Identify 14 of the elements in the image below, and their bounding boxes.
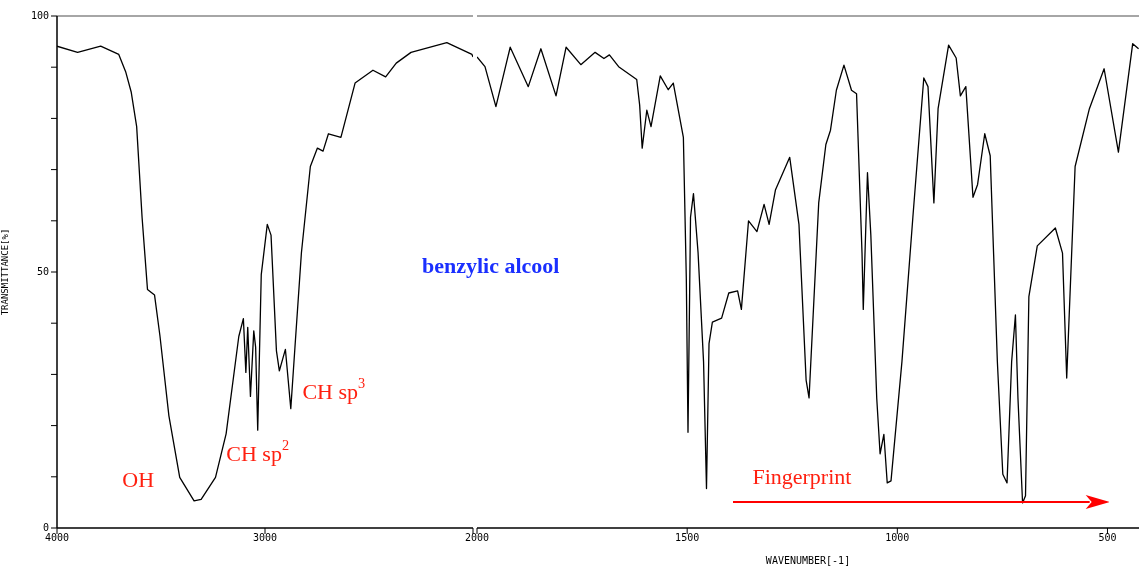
x-tick-label: 4000 bbox=[44, 531, 70, 543]
y-tick-label: 50 bbox=[36, 265, 49, 277]
annotation: Fingerprint bbox=[752, 463, 852, 489]
x-tick-label: 1000 bbox=[885, 531, 910, 543]
text: benzylic alcool bbox=[422, 253, 560, 279]
x-axis-title: WAVENUMBER[-1] bbox=[765, 554, 851, 566]
x-tick-label: 500 bbox=[1098, 531, 1117, 543]
annotation: OH bbox=[122, 466, 155, 492]
y-tick-label: 0 bbox=[42, 521, 49, 533]
x-tick-label: 3000 bbox=[252, 531, 278, 543]
y-axis-title: TRANSMITTANCE[%] bbox=[0, 228, 10, 316]
x-tick-label: 1500 bbox=[675, 531, 700, 543]
x-tick-label: 2000 bbox=[464, 531, 490, 543]
y-tick-label: 100 bbox=[30, 9, 49, 21]
